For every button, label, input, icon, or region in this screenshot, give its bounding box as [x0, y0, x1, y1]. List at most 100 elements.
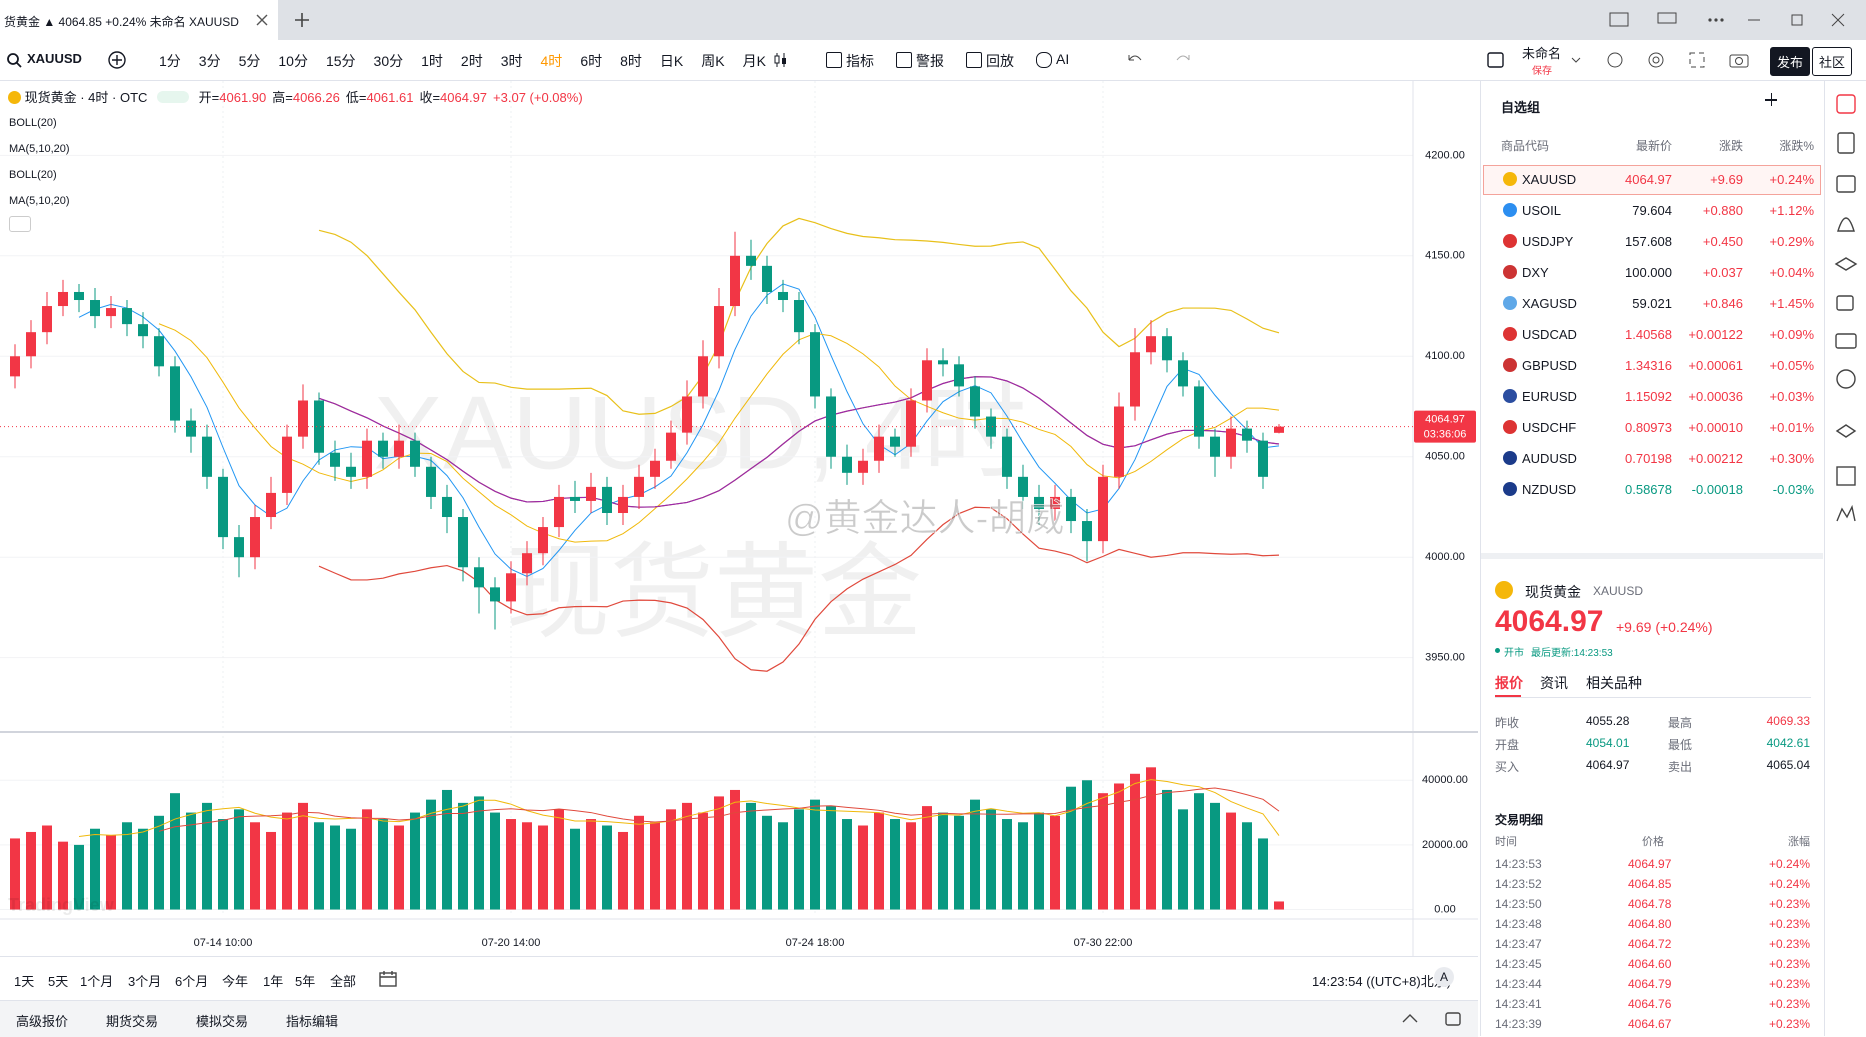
bottom-tab[interactable]: 模拟交易 — [196, 1014, 249, 1029]
range-button[interactable]: 1个月 — [80, 974, 114, 989]
interval[interactable]: 2时 — [460, 53, 483, 69]
selected-row[interactable] — [1483, 165, 1821, 195]
indicator-label[interactable]: MA(5,10,20) — [9, 143, 70, 155]
range-button[interactable]: 5天 — [48, 974, 69, 989]
candle-body — [1258, 440, 1268, 477]
panel-controls[interactable] — [1400, 1009, 1470, 1029]
action-button[interactable]: 社区 — [1812, 47, 1853, 76]
tools: 指标 警报 回放 AI — [826, 51, 1069, 71]
ma-line — [158, 323, 1280, 543]
row-symbol[interactable]: USDCHF — [1522, 420, 1577, 435]
row-change: +0.846 — [1702, 296, 1743, 311]
tool-icon — [966, 52, 982, 68]
candle-body — [602, 486, 612, 514]
interval[interactable]: 3时 — [500, 53, 523, 69]
undo-redo[interactable] — [1125, 50, 1205, 70]
interval[interactable]: 6时 — [580, 53, 603, 69]
auto-scale-button[interactable]: A — [1434, 967, 1454, 987]
close-icon[interactable] — [256, 14, 268, 26]
trade-price: 4064.78 — [1628, 897, 1672, 911]
indicator-label[interactable]: BOLL(20) — [9, 117, 57, 129]
boll-upper — [318, 217, 1280, 415]
range-button[interactable]: 1天 — [14, 974, 35, 989]
tool[interactable]: AI — [1056, 51, 1070, 67]
range-button[interactable]: 1年 — [263, 974, 284, 989]
window-controls[interactable] — [1600, 10, 1860, 30]
ma-line — [78, 283, 1280, 578]
collapse-button[interactable] — [9, 216, 31, 232]
save-label[interactable]: 保存 — [1532, 66, 1552, 77]
watchlist-title[interactable]: 自选组 — [1501, 100, 1541, 115]
volume-bar — [330, 825, 340, 910]
row-symbol[interactable]: AUDUSD — [1522, 451, 1577, 466]
search-icon[interactable] — [6, 52, 22, 68]
row-price: 100.000 — [1625, 265, 1672, 280]
action-button[interactable]: 发布 — [1770, 47, 1811, 76]
interval[interactable]: 3分 — [198, 53, 221, 69]
indicator-label[interactable]: MA(5,10,20) — [9, 195, 70, 207]
row-symbol[interactable]: XAUUSD — [1522, 172, 1577, 187]
volume-bar — [266, 831, 276, 910]
row-percent: -0.03% — [1772, 482, 1814, 497]
row-symbol[interactable]: USDCAD — [1522, 327, 1577, 342]
clock: 14:23:54 ((UTC+8)北京) — [1312, 974, 1452, 989]
new-tab-icon[interactable] — [294, 12, 310, 28]
interval[interactable]: 10分 — [278, 53, 308, 69]
interval[interactable]: 30分 — [373, 53, 404, 69]
bottom-tab[interactable]: 高级报价 — [16, 1014, 69, 1029]
range-button[interactable]: 今年 — [222, 974, 249, 989]
calendar-icon[interactable] — [378, 969, 398, 989]
candle-body — [634, 476, 644, 497]
row-percent: +0.29% — [1769, 234, 1814, 249]
trade-change: +0.23% — [1768, 897, 1810, 911]
trade-price: 4064.85 — [1628, 877, 1672, 891]
range-button[interactable]: 6个月 — [175, 974, 209, 989]
strip-icons[interactable] — [1825, 81, 1866, 681]
layout-name[interactable]: 未命名 — [1522, 46, 1562, 61]
row-symbol[interactable]: USDJPY — [1522, 234, 1574, 249]
interval[interactable]: 日K — [659, 53, 684, 69]
tool[interactable]: 指标 — [846, 53, 874, 69]
interval[interactable]: 8时 — [620, 53, 642, 69]
candle-body — [842, 456, 852, 473]
candle-body — [714, 306, 724, 357]
interval[interactable]: 月K — [742, 53, 766, 69]
bottom-tab[interactable]: 指标编辑 — [286, 1014, 339, 1029]
range-button[interactable]: 5年 — [295, 974, 316, 989]
row-symbol[interactable]: GBPUSD — [1522, 358, 1577, 373]
compare-icon[interactable] — [107, 50, 127, 70]
range-button[interactable]: 全部 — [330, 974, 357, 989]
volume-bar — [394, 825, 404, 910]
interval[interactable]: 4时 — [540, 53, 563, 69]
toolbar-icons[interactable] — [1570, 50, 1790, 70]
vol-tick-label: 20000.00 — [1422, 839, 1468, 851]
chart-type-icon[interactable] — [772, 50, 792, 70]
detail-tab[interactable]: 资讯 — [1540, 675, 1568, 691]
detail-tab[interactable]: 报价 — [1495, 675, 1523, 691]
range-button[interactable]: 3个月 — [128, 974, 162, 989]
row-symbol[interactable]: DXY — [1522, 265, 1549, 280]
panel-separator — [1481, 553, 1823, 559]
interval[interactable]: 1时 — [421, 53, 443, 69]
row-symbol[interactable]: XAGUSD — [1522, 296, 1577, 311]
interval[interactable]: 15分 — [325, 53, 356, 69]
row-symbol[interactable]: USOIL — [1522, 203, 1562, 218]
row-symbol[interactable]: NZDUSD — [1522, 482, 1577, 497]
indicator-label[interactable]: BOLL(20) — [9, 169, 57, 181]
trade-price: 4064.76 — [1628, 997, 1672, 1011]
interval[interactable]: 周K — [701, 53, 725, 69]
layout-icon[interactable] — [1486, 50, 1506, 70]
tool[interactable]: 警报 — [916, 53, 944, 69]
row-price: 59.021 — [1632, 296, 1672, 311]
interval[interactable]: 1分 — [159, 53, 181, 69]
candle-body — [922, 360, 932, 401]
symbol[interactable]: XAUUSD — [27, 51, 82, 66]
tool[interactable]: 回放 — [986, 53, 1014, 69]
volume-bar — [1082, 780, 1092, 910]
detail-tab[interactable]: 相关品种 — [1586, 675, 1642, 691]
interval[interactable]: 5分 — [238, 53, 261, 69]
candle-body — [538, 527, 548, 554]
bottom-tab[interactable]: 期货交易 — [106, 1014, 159, 1029]
tab[interactable]: 货黄金 ▲ 4064.85 +0.24% 未命名 XAUUSD — [0, 0, 278, 40]
row-symbol[interactable]: EURUSD — [1522, 389, 1577, 404]
